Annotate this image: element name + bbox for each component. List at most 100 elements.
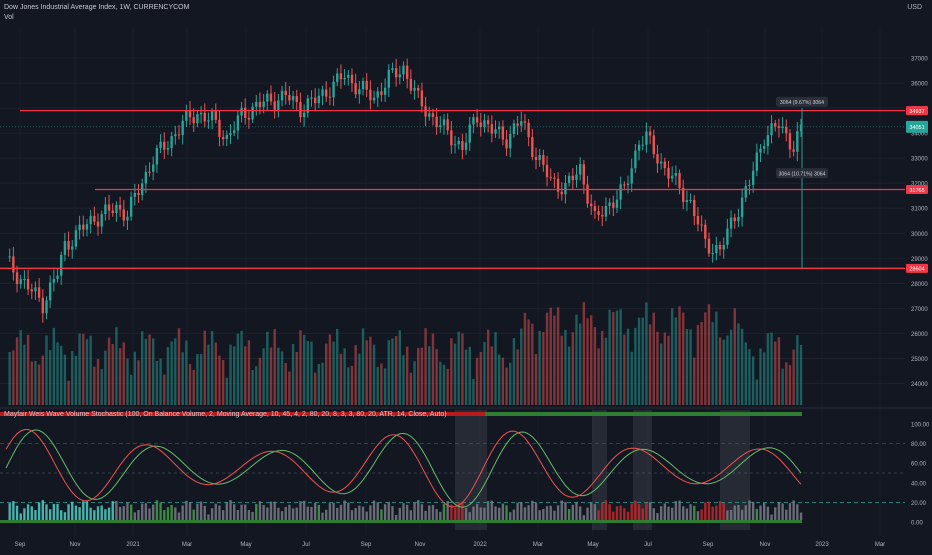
candle <box>67 241 70 250</box>
candle <box>468 124 471 143</box>
candle <box>266 93 269 102</box>
stoch-d-line <box>5 429 802 508</box>
candle <box>612 202 615 208</box>
volume-bar <box>376 366 379 405</box>
candle <box>707 238 711 254</box>
candle <box>442 119 446 126</box>
volume-bar <box>542 332 545 405</box>
candle <box>155 148 159 165</box>
osc-histogram-bar <box>170 504 173 520</box>
y-tick-label: 25000 <box>911 357 928 363</box>
osc-histogram-bar <box>192 509 195 520</box>
candle <box>538 154 541 161</box>
x-tick-label: 2022 <box>473 542 487 548</box>
osc-histogram-bar <box>531 500 534 520</box>
volume-label: Vol <box>4 14 14 21</box>
volume-bar <box>391 338 394 405</box>
volume-bar <box>656 331 659 405</box>
osc-histogram-bar <box>273 501 276 520</box>
volume-bar <box>174 338 177 405</box>
candle <box>696 216 700 225</box>
volume-bar <box>755 379 759 405</box>
volume-bar <box>442 364 446 405</box>
volume-bar <box>291 344 295 405</box>
osc-histogram-bar <box>8 503 11 520</box>
candle <box>751 170 755 185</box>
osc-histogram-bar <box>60 510 63 520</box>
x-tick-label: Nov <box>760 542 771 548</box>
candle <box>56 275 59 279</box>
volume-bar <box>310 341 313 405</box>
osc-histogram-bar <box>398 507 402 520</box>
osc-histogram-bar <box>648 502 652 520</box>
osc-histogram-bar <box>229 500 232 520</box>
volume-bar <box>799 344 803 405</box>
candle <box>365 80 368 90</box>
osc-histogram-bar <box>23 508 26 520</box>
osc-histogram-bar <box>159 502 162 520</box>
osc-histogram-bar <box>85 501 89 520</box>
osc-histogram-bar <box>19 513 22 520</box>
osc-histogram-bar <box>174 507 177 520</box>
osc-histogram-bar <box>667 506 670 520</box>
candle <box>689 199 692 201</box>
candle <box>236 115 240 131</box>
osc-histogram-bar <box>509 512 512 520</box>
volume-bar <box>177 328 181 405</box>
volume-bar <box>240 330 243 405</box>
candle <box>302 112 306 118</box>
volume-bar <box>420 347 424 405</box>
candle <box>133 193 137 197</box>
volume-bar <box>453 343 457 405</box>
volume-bar <box>560 335 563 405</box>
osc-histogram-bar <box>30 506 33 520</box>
candle <box>601 215 604 217</box>
volume-bar <box>575 314 578 405</box>
osc-histogram-bar <box>48 509 52 520</box>
volume-bar <box>751 356 755 405</box>
osc-histogram-bar <box>718 501 722 520</box>
candle <box>163 141 166 150</box>
osc-histogram-bar <box>652 508 655 520</box>
candle <box>630 168 633 184</box>
osc-histogram-bar <box>405 504 409 520</box>
osc-histogram-bar <box>468 512 471 520</box>
volume-bar <box>41 355 45 405</box>
osc-histogram-bar <box>435 509 438 520</box>
candle <box>450 130 453 146</box>
osc-histogram-bar <box>336 507 339 520</box>
volume-bar <box>251 369 254 405</box>
volume-bar <box>792 349 795 405</box>
candle <box>148 171 151 173</box>
candle <box>799 124 803 132</box>
osc-histogram-bar <box>358 505 361 520</box>
osc-histogram-bar <box>41 500 45 520</box>
osc-histogram-bar <box>365 511 368 520</box>
osc-histogram-bar <box>332 502 335 520</box>
volume-bar <box>181 352 184 405</box>
candle <box>556 178 560 192</box>
osc-histogram-bar <box>295 507 298 520</box>
candle <box>115 205 118 213</box>
candle <box>634 150 637 169</box>
volume-bar <box>733 308 736 405</box>
volume-bar <box>509 362 512 405</box>
candle <box>74 230 78 247</box>
volume-bar <box>325 343 328 405</box>
volume-bar <box>225 377 229 405</box>
osc-histogram-bar <box>284 507 287 520</box>
volume-bar <box>762 352 766 405</box>
candle <box>82 224 85 230</box>
volume-bar <box>155 360 159 405</box>
candle <box>118 205 122 210</box>
volume-bar <box>185 340 188 405</box>
candle <box>659 161 663 164</box>
volume-bar <box>641 317 644 405</box>
volume-bar <box>678 306 681 405</box>
volume-bar <box>435 349 438 405</box>
osc-histogram-bar <box>181 505 184 520</box>
osc-histogram-bar <box>52 503 56 520</box>
volume-bar <box>19 330 22 405</box>
